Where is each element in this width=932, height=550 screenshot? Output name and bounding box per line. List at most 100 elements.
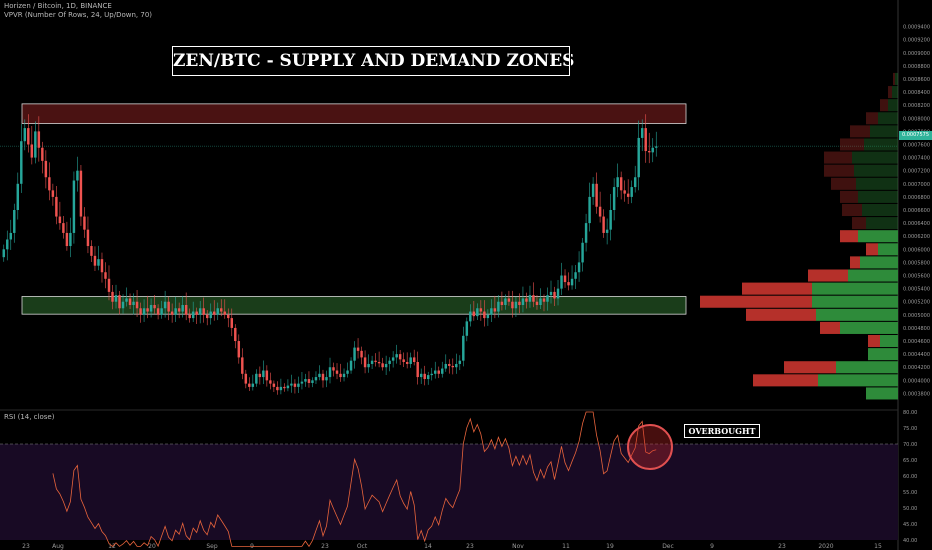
candle-body [405, 362, 409, 364]
volume-bar-up [852, 151, 898, 164]
candle-body [37, 131, 41, 148]
price-tick-label: 0.0008200 [903, 103, 930, 109]
candle-body [521, 298, 525, 305]
candle-body [304, 379, 307, 382]
candle-body [286, 385, 290, 389]
candle-body [184, 305, 188, 315]
candle-body [430, 373, 433, 376]
candle-body [121, 301, 125, 309]
price-tick-label: 0.0005000 [903, 313, 930, 319]
candle-body [149, 305, 153, 312]
candle-body [79, 170, 83, 217]
candle-body [181, 305, 184, 312]
candle-body [469, 311, 472, 322]
candle-body [146, 308, 149, 312]
candle-body [258, 373, 262, 378]
candle-body [107, 278, 111, 292]
volume-bar-up [862, 203, 898, 217]
price-tick-label: 0.0008400 [903, 90, 930, 96]
candle-body [377, 362, 381, 364]
candle-body [349, 360, 353, 371]
price-tick-label: 0.0004600 [903, 339, 930, 345]
candle-body [20, 141, 23, 184]
x-axis-tick-label: 19 [606, 543, 614, 550]
candle-body [444, 363, 447, 369]
candle-body [241, 357, 244, 374]
volume-bar-up [870, 125, 898, 138]
candle-body [426, 375, 430, 380]
candle-body [195, 311, 198, 315]
volume-bar-down [824, 151, 852, 164]
price-tick-label: 0.0008000 [903, 116, 930, 122]
price-tick-label: 0.0004400 [903, 352, 930, 358]
volume-bar-down [840, 230, 858, 243]
candle-body [118, 295, 121, 309]
x-axis-tick-label: Oct [357, 543, 368, 550]
overbought-badge: OVERBOUGHT [683, 423, 761, 439]
x-axis-tick-label: 9 [710, 543, 714, 550]
candle-body [30, 144, 34, 158]
price-tick-label: 0.0007000 [903, 182, 930, 188]
volume-bar-up [878, 112, 898, 125]
candle-body [581, 242, 584, 263]
candle-body [507, 298, 511, 302]
candle-body [532, 295, 535, 302]
candle-body [262, 370, 265, 378]
candle-body [605, 229, 609, 233]
candle-body [58, 216, 62, 224]
candle-body [567, 282, 570, 286]
volume-bar-down [840, 138, 864, 151]
candle-body [500, 301, 504, 305]
candle-body [6, 239, 9, 250]
candle-body [584, 223, 588, 243]
candle-body [23, 128, 27, 142]
volume-bar-down [700, 295, 812, 308]
candle-body [55, 196, 58, 217]
candle-body [476, 308, 479, 317]
candle-body [297, 383, 300, 387]
price-tick-label: 0.0009400 [903, 25, 930, 31]
candle-body [465, 321, 469, 336]
candle-body [518, 301, 521, 305]
rsi-tick-label: 70.00 [903, 442, 917, 448]
candle-body [65, 232, 69, 247]
volume-bar-down [820, 321, 840, 334]
volume-bar-down [784, 361, 836, 374]
candle-body [174, 308, 177, 315]
candle-body [598, 206, 602, 217]
candle-body [346, 370, 349, 374]
price-tick-label: 0.0004800 [903, 326, 930, 332]
candle-body [318, 373, 321, 378]
price-tick-label: 0.0004000 [903, 378, 930, 384]
volume-bar-up [866, 387, 898, 400]
candle-body [451, 365, 455, 368]
candle-body [637, 137, 640, 178]
candle-body [135, 301, 139, 309]
candle-body [234, 327, 237, 342]
candle-body [648, 151, 651, 153]
volume-bar-up [868, 348, 898, 361]
candle-body [170, 311, 174, 315]
candle-body [97, 259, 100, 266]
candle-body [458, 360, 462, 364]
candle-body [455, 363, 458, 368]
candle-body [542, 298, 546, 302]
candle-body [216, 308, 219, 315]
candle-body [553, 291, 556, 299]
candle-body [570, 278, 574, 286]
candle-body [332, 367, 335, 371]
x-axis-tick-label: 23 [22, 543, 30, 550]
candle-body [479, 308, 483, 312]
candle-body [177, 308, 181, 312]
current-price-tag: 0.0007575 [899, 131, 932, 140]
candle-body [416, 362, 419, 378]
candle-body [276, 386, 279, 391]
supply-zone [21, 103, 687, 124]
candle-body [72, 180, 76, 233]
candle-body [2, 249, 5, 258]
candle-body [227, 314, 230, 319]
candle-body [321, 373, 325, 381]
price-tick-label: 0.0004200 [903, 365, 930, 371]
rsi-line [52, 411, 657, 548]
